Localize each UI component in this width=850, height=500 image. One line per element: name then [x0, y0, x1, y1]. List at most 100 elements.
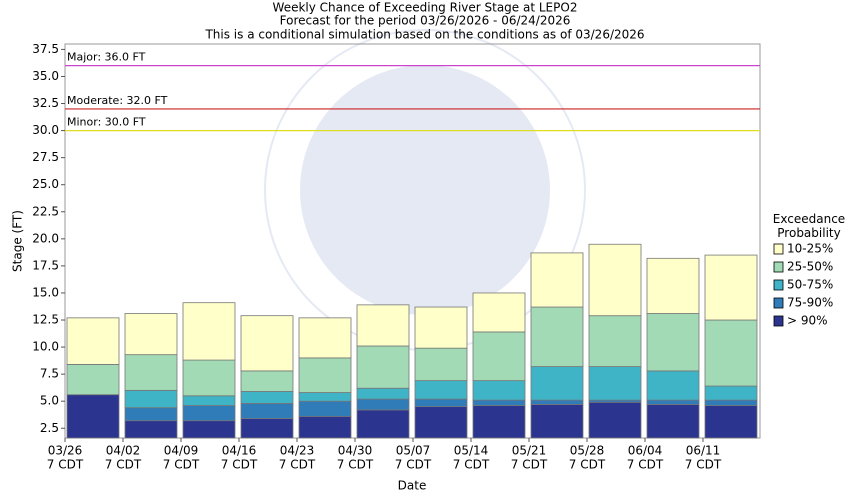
- x-tick-sublabel: 7 CDT: [395, 458, 432, 472]
- chart-note: This is a conditional simulation based o…: [204, 28, 644, 42]
- y-tick-label: 35.0: [32, 69, 59, 83]
- y-tick-label: 17.5: [32, 258, 59, 272]
- x-tick-label: 04/02: [106, 444, 141, 458]
- bar-segment: [530, 366, 584, 401]
- legend-swatch: [773, 279, 784, 291]
- bar-segment: [298, 400, 352, 417]
- x-tick-sublabel: 7 CDT: [685, 458, 722, 472]
- bar-segment: [646, 313, 700, 372]
- bar-segment: [182, 420, 236, 439]
- bar-segment: [356, 304, 410, 347]
- bar-segment: [472, 331, 526, 382]
- x-tick-sublabel: 7 CDT: [453, 458, 490, 472]
- chart-title: Weekly Chance of Exceeding River Stage a…: [273, 1, 578, 15]
- x-tick-sublabel: 7 CDT: [279, 458, 316, 472]
- x-tick-label: 05/28: [570, 444, 605, 458]
- y-axis-label: Stage (FT): [11, 210, 25, 272]
- bar-segment: [298, 392, 352, 402]
- bar-segment: [588, 243, 642, 317]
- y-tick-label: 10.0: [32, 340, 59, 354]
- bar-segment: [646, 257, 700, 314]
- bar-segment: [356, 409, 410, 439]
- bar-segment: [240, 391, 294, 404]
- bar-segment: [646, 404, 700, 439]
- bar-segment: [124, 420, 178, 439]
- x-tick-sublabel: 7 CDT: [569, 458, 606, 472]
- y-tick-label: 30.0: [32, 123, 59, 137]
- bar-segment: [530, 404, 584, 439]
- x-tick-sublabel: 7 CDT: [337, 458, 374, 472]
- x-tick-label: 04/09: [164, 444, 199, 458]
- legend-title: Exceedance Probability: [772, 212, 846, 240]
- y-tick-label: 5.0: [40, 394, 59, 408]
- legend-label: 75-90%: [787, 296, 833, 310]
- y-tick-label: 22.5: [32, 204, 59, 218]
- x-tick-label: 06/04: [628, 444, 663, 458]
- bar-segment: [704, 254, 758, 321]
- bar-segment: [240, 402, 294, 419]
- y-tick-label: 2.5: [40, 421, 59, 435]
- legend-swatch: [773, 297, 784, 309]
- y-tick-label: 7.5: [40, 367, 59, 381]
- x-tick-label: 03/26: [48, 444, 83, 458]
- legend-swatch: [773, 261, 784, 273]
- bar-segment: [704, 319, 758, 387]
- y-tick-label: 15.0: [32, 285, 59, 299]
- x-tick-sublabel: 7 CDT: [47, 458, 84, 472]
- y-tick-label: 32.5: [32, 96, 59, 110]
- x-tick-label: 04/30: [338, 444, 373, 458]
- y-tick-label: 37.5: [32, 42, 59, 56]
- legend-label: 10-25%: [787, 242, 833, 256]
- bar-segment: [704, 399, 758, 406]
- x-tick-sublabel: 7 CDT: [221, 458, 258, 472]
- x-axis-label: Date: [398, 479, 427, 493]
- bar-segment: [530, 399, 584, 405]
- bar-segment: [66, 363, 120, 396]
- bar-segment: [414, 398, 468, 408]
- bar-segment: [530, 252, 584, 308]
- bar-segment: [472, 380, 526, 401]
- threshold-label: Major: 36.0 FT: [67, 51, 146, 64]
- bar-segment: [240, 315, 294, 372]
- y-tick-label: 12.5: [32, 313, 59, 327]
- legend-label: 50-75%: [787, 278, 833, 292]
- bar-segment: [182, 359, 236, 397]
- bar-segment: [414, 347, 468, 382]
- legend-label: > 90%: [787, 314, 828, 328]
- bar-segment: [356, 387, 410, 400]
- bar-segment: [414, 380, 468, 400]
- x-tick-label: 04/23: [280, 444, 315, 458]
- bar-segment: [298, 415, 352, 439]
- bar-segment: [240, 418, 294, 439]
- x-tick-label: 04/16: [222, 444, 257, 458]
- y-tick-label: 20.0: [32, 231, 59, 245]
- legend-label: 25-50%: [787, 260, 833, 274]
- bar-segment: [66, 394, 120, 439]
- bar-segment: [414, 406, 468, 439]
- bar-segment: [588, 366, 642, 401]
- bar-segment: [588, 315, 642, 367]
- bar-segment: [124, 313, 178, 356]
- bar-segment: [66, 317, 120, 365]
- legend-swatch: [773, 315, 784, 327]
- x-tick-sublabel: 7 CDT: [163, 458, 200, 472]
- bar-segment: [124, 354, 178, 391]
- bar-segment: [298, 357, 352, 393]
- x-tick-sublabel: 7 CDT: [627, 458, 664, 472]
- chart-subtitle: Forecast for the period 03/26/2026 - 06/…: [280, 14, 571, 28]
- bar-segment: [356, 345, 410, 389]
- bar-segment: [646, 370, 700, 401]
- y-tick-label: 25.0: [32, 177, 59, 191]
- x-tick-label: 05/14: [454, 444, 489, 458]
- y-tick-label: 27.5: [32, 150, 59, 164]
- bar-segment: [298, 317, 352, 359]
- bar-segment: [182, 405, 236, 422]
- x-tick-label: 06/11: [686, 444, 721, 458]
- threshold-label: Minor: 30.0 FT: [67, 116, 146, 129]
- bar-segment: [124, 407, 178, 422]
- x-tick-sublabel: 7 CDT: [105, 458, 142, 472]
- bar-segment: [704, 405, 758, 439]
- threshold-label: Moderate: 32.0 FT: [67, 94, 168, 107]
